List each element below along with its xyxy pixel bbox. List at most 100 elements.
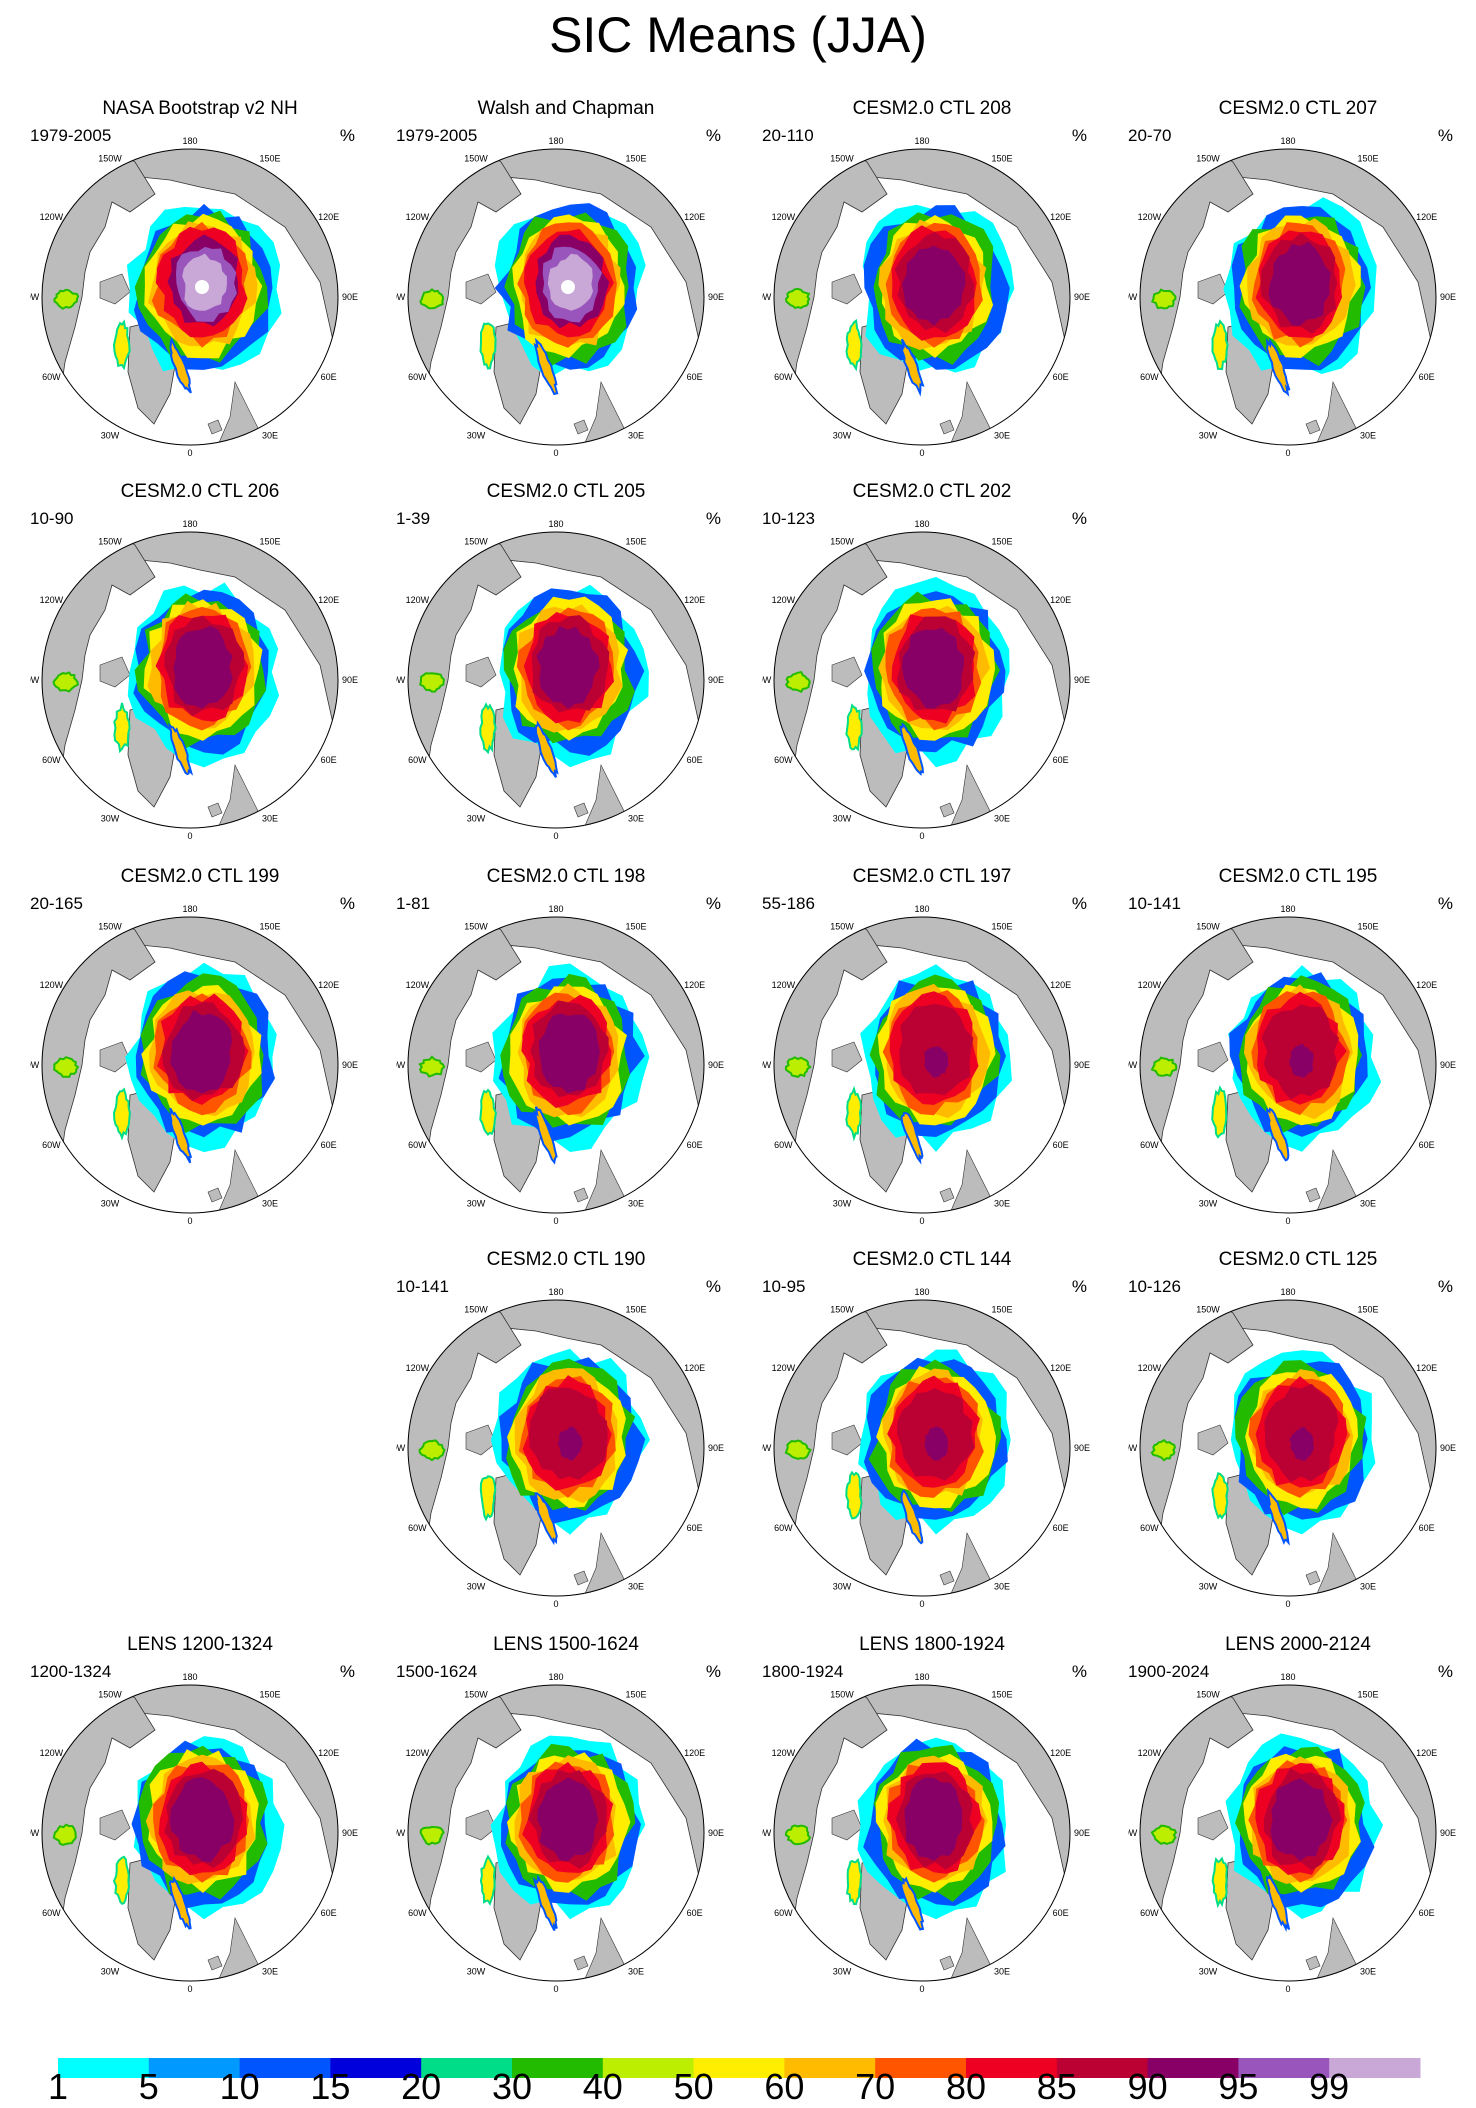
- panel-title: NASA Bootstrap v2 NH: [102, 98, 298, 119]
- longitude-label: 120W: [1138, 1363, 1162, 1373]
- panel-title: CESM2.0 CTL 197: [852, 866, 1012, 887]
- figure-title: SIC Means (JJA): [549, 7, 927, 63]
- ice-baffin-bay: [112, 319, 131, 371]
- panel-unit: %: [1071, 1277, 1087, 1296]
- longitude-label: 30E: [994, 814, 1010, 824]
- map-content: [42, 149, 338, 445]
- ice-band: [902, 245, 966, 326]
- longitude-label: 120E: [1050, 980, 1071, 990]
- ice-hudson-bay: [52, 1823, 77, 1846]
- longitude-label: 180: [182, 904, 197, 914]
- longitude-label: 60W: [774, 372, 793, 382]
- panel-unit: %: [1437, 126, 1453, 145]
- longitude-label: 30E: [262, 431, 278, 441]
- longitude-label: 60E: [1419, 1140, 1435, 1150]
- ice-hudson-bay: [52, 671, 79, 693]
- ice-baffin-bay: [1211, 1472, 1229, 1520]
- longitude-label: 60E: [1419, 1523, 1435, 1533]
- colorbar-swatch: [784, 2058, 876, 2078]
- panel-years: 1800-1924: [762, 1662, 844, 1681]
- longitude-label: 90W: [396, 675, 406, 685]
- ice-baffin-bay: [845, 1470, 863, 1520]
- longitude-label: 150W: [98, 1689, 122, 1699]
- longitude-label: 60W: [1140, 1523, 1159, 1533]
- ice-hudson-bay: [419, 288, 445, 310]
- ice-east-greenland: [534, 1492, 558, 1546]
- colorbar-tick-label: 40: [582, 2066, 623, 2107]
- map-panel: LENS 1500-1624 1500-1624 % 180 150E 120E 90…: [396, 1634, 736, 2024]
- longitude-label: 90E: [708, 1443, 724, 1453]
- longitude-label: 180: [914, 136, 929, 146]
- ice-baffin-bay: [845, 1085, 863, 1142]
- panel-unit: %: [1071, 1662, 1087, 1681]
- ice-hudson-bay: [419, 1825, 445, 1846]
- colorbar-swatch: [602, 2058, 695, 2078]
- colorbar-swatch: [1238, 2058, 1330, 2078]
- ice-baffin-bay: [846, 1857, 863, 1906]
- longitude-label: 30E: [1360, 1967, 1376, 1977]
- longitude-label: 0: [187, 1216, 192, 1226]
- longitude-label: 60W: [408, 755, 427, 765]
- map-boundary: [773, 148, 1071, 446]
- longitude-label: 180: [1280, 904, 1295, 914]
- longitude-label: 150W: [1196, 1304, 1220, 1314]
- longitude-label: 90E: [1440, 1443, 1456, 1453]
- land-island: [1197, 1809, 1229, 1841]
- longitude-label: 30W: [1199, 1199, 1218, 1209]
- map-panel: CESM2.0 CTL 197 55-186 % 180 150E 120E 90E 6…: [762, 866, 1102, 1256]
- map-content: [1140, 149, 1436, 445]
- map-boundary: [41, 148, 339, 446]
- panel-years: 10-141: [1128, 894, 1181, 913]
- ice-east-greenland: [533, 1106, 558, 1165]
- longitude-label: 150W: [464, 536, 488, 546]
- ice-band: [536, 625, 600, 709]
- ice-hudson-bay: [784, 1824, 812, 1846]
- longitude-label: 30W: [467, 431, 486, 441]
- longitude-label: 0: [1285, 1216, 1290, 1226]
- ice-hudson-bay: [1150, 1438, 1176, 1462]
- longitude-label: 120E: [1050, 1748, 1071, 1758]
- longitude-label: 30E: [994, 1199, 1010, 1209]
- longitude-label: 150W: [98, 536, 122, 546]
- land-iceland: [573, 802, 589, 818]
- longitude-label: 0: [919, 1599, 924, 1609]
- longitude-label: 60E: [321, 1908, 337, 1918]
- map-boundary: [773, 531, 1071, 829]
- longitude-label: 90W: [30, 292, 40, 302]
- longitude-label: 30W: [101, 431, 120, 441]
- polar-map: 180 150E 120E 90E 60E 30E 0 30W 60W 90W 120W 150W: [1128, 1672, 1456, 1994]
- ice-band: [924, 1426, 948, 1461]
- land-iceland: [939, 1955, 955, 1971]
- longitude-label: 60W: [408, 1908, 427, 1918]
- longitude-label: 180: [1280, 1672, 1295, 1682]
- longitude-label: 150E: [1357, 921, 1378, 931]
- land-island: [99, 656, 131, 688]
- longitude-label: 30W: [833, 814, 852, 824]
- longitude-label: 90E: [1074, 292, 1090, 302]
- longitude-label: 150W: [830, 153, 854, 163]
- map-boundary: [407, 1299, 705, 1597]
- ice-hudson-bay: [418, 1055, 446, 1078]
- longitude-label: 90W: [762, 1828, 772, 1838]
- longitude-label: 90E: [342, 292, 358, 302]
- longitude-label: 150W: [1196, 1689, 1220, 1699]
- longitude-label: 30E: [262, 1199, 278, 1209]
- longitude-label: 60E: [321, 755, 337, 765]
- longitude-label: 120E: [318, 1748, 339, 1758]
- longitude-label: 120W: [772, 980, 796, 990]
- map-panel: CESM2.0 CTL 205 1-39 % 180 150E 120E 90E 60E…: [396, 481, 736, 871]
- land-iceland: [207, 419, 223, 435]
- panel-years: 1-39: [396, 509, 431, 528]
- panel-years: 20-70: [1128, 126, 1172, 145]
- colorbar-tick-label: 99: [1309, 2066, 1350, 2107]
- map-panel: LENS 1200-1324 1200-1324 % 180 150E 120E 90…: [30, 1634, 370, 2024]
- ice-band: [901, 627, 965, 709]
- longitude-label: 120W: [406, 212, 430, 222]
- ice-baffin-bay: [1211, 1085, 1228, 1139]
- longitude-label: 120E: [318, 980, 339, 990]
- panel-years: 20-110: [762, 126, 814, 145]
- panel-unit: %: [705, 894, 721, 913]
- longitude-label: 120E: [1050, 595, 1071, 605]
- colorbar-tick-label: 5: [138, 2066, 159, 2107]
- ice-band: [904, 1777, 963, 1862]
